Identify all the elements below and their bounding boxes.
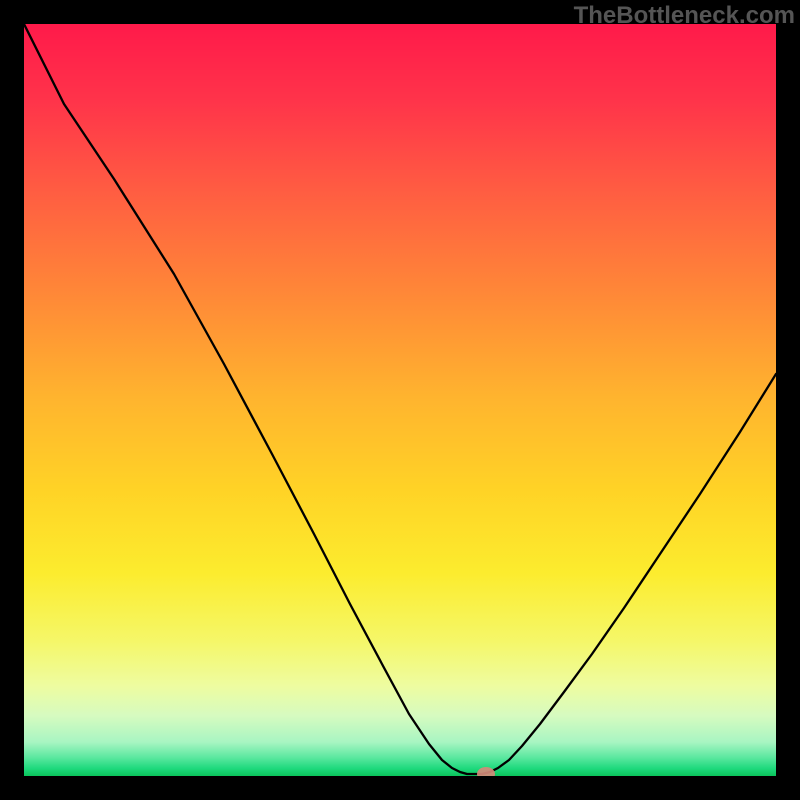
- bottleneck-curve: [24, 24, 776, 774]
- highlight-marker: [477, 767, 495, 776]
- curve-svg: [24, 24, 776, 776]
- chart-container: TheBottleneck.com: [0, 0, 800, 800]
- watermark-text: TheBottleneck.com: [574, 2, 795, 30]
- plot-area: [24, 24, 776, 776]
